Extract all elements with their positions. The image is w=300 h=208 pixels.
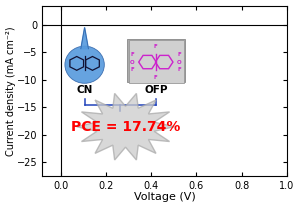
Polygon shape — [76, 93, 174, 160]
Text: PCE = 17.74%: PCE = 17.74% — [71, 120, 180, 134]
Y-axis label: Current density (mA cm⁻²): Current density (mA cm⁻²) — [6, 26, 16, 156]
X-axis label: Voltage (V): Voltage (V) — [134, 192, 196, 202]
